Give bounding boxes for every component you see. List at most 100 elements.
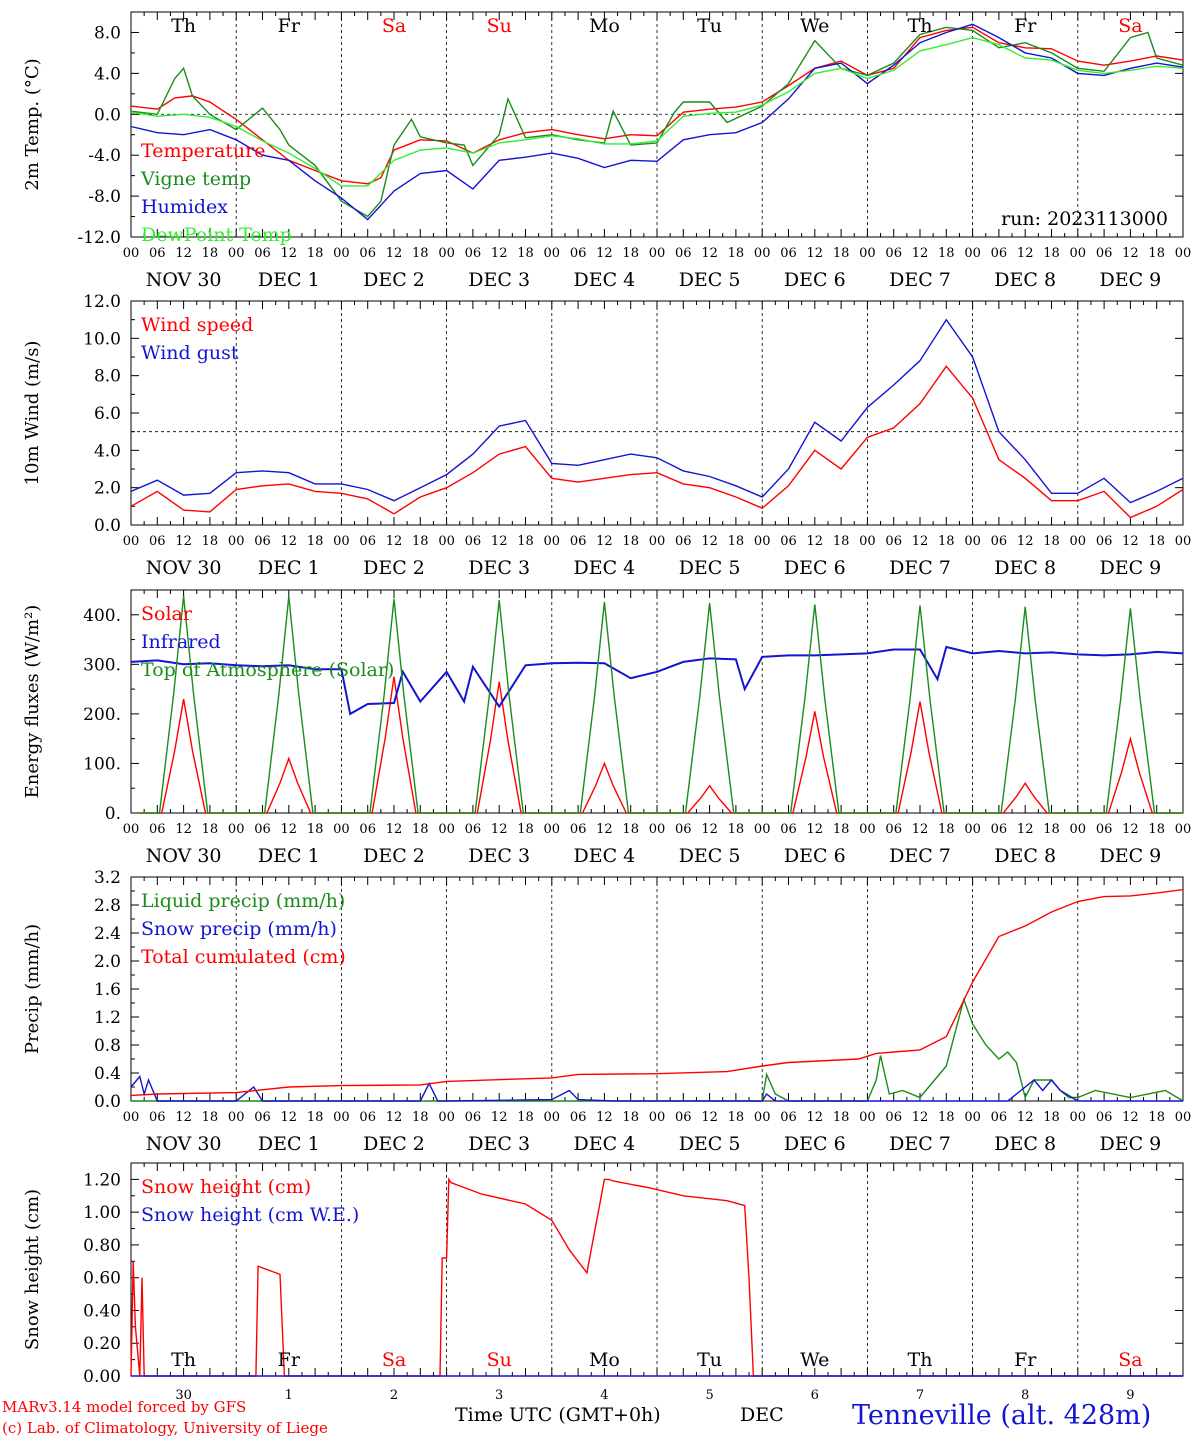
hour-tick-label: 18	[202, 534, 219, 549]
hour-tick-label: 06	[885, 246, 902, 261]
hour-tick-label: 18	[833, 1110, 850, 1125]
date-label: DEC 2	[363, 1133, 425, 1155]
plot-frame	[130, 11, 1184, 238]
day-number-label: 9	[1126, 1388, 1134, 1403]
hour-tick-label: 12	[386, 822, 403, 837]
hour-tick-label: 18	[938, 1110, 955, 1125]
hour-tick-label: 00	[544, 1110, 561, 1125]
hour-tick-label: 06	[149, 822, 166, 837]
hour-tick-label: 00	[228, 246, 245, 261]
hour-tick-label: 00	[859, 1110, 876, 1125]
hour-tick-label: 00	[859, 246, 876, 261]
date-label: DEC 5	[679, 845, 741, 867]
y-tick-label: 2.0	[94, 479, 121, 499]
series-line-solar	[139, 676, 1183, 814]
y-tick-label: 1.2	[94, 1008, 121, 1028]
series-line-wind-gust	[130, 318, 1184, 504]
hour-tick-label: 12	[701, 1110, 718, 1125]
y-tick-label: 0.60	[83, 1269, 121, 1289]
hour-tick-label: 12	[1017, 534, 1034, 549]
hour-tick-label: 00	[228, 1110, 245, 1125]
date-label: DEC 8	[994, 269, 1056, 291]
date-label: DEC 1	[258, 845, 320, 867]
day-name-label: Sa	[382, 15, 406, 37]
day-name-label: Fr	[278, 15, 301, 37]
hour-tick-label: 06	[1096, 246, 1113, 261]
hour-tick-label: 06	[359, 1110, 376, 1125]
hour-tick-label: 18	[202, 246, 219, 261]
y-tick-label: 10.0	[83, 329, 121, 349]
hour-tick-label: 12	[1122, 534, 1139, 549]
hour-tick-label: 00	[544, 534, 561, 549]
date-label: DEC 3	[468, 269, 530, 291]
hour-tick-label: 18	[833, 246, 850, 261]
hour-tick-label: 18	[622, 1110, 639, 1125]
hour-tick-label: 00	[228, 534, 245, 549]
hour-tick-label: 18	[1043, 534, 1060, 549]
y-tick-label: -8.0	[88, 187, 121, 207]
run-label: run: 2023113000	[1001, 208, 1168, 230]
y-tick-label: 1.00	[83, 1203, 121, 1223]
hour-tick-label: 00	[1070, 534, 1087, 549]
y-axis-label: Energy fluxes (W/m²)	[22, 605, 43, 799]
hour-tick-label: 06	[991, 534, 1008, 549]
hour-tick-label: 18	[1148, 534, 1165, 549]
day-name-label: Sa	[1118, 1349, 1142, 1371]
hour-tick-label: 18	[938, 534, 955, 549]
y-tick-label: -12.0	[77, 228, 121, 248]
y-tick-label: 8.0	[94, 367, 121, 387]
date-label: DEC 2	[363, 269, 425, 291]
y-axis-label: 10m Wind (m/s)	[22, 341, 43, 486]
hour-tick-label: 00	[859, 822, 876, 837]
day-name-label: Th	[171, 1349, 196, 1371]
series-line-total-cumulated-cm-	[130, 888, 1184, 1097]
hour-tick-label: 12	[807, 534, 824, 549]
series-line-snow-height-cm-	[130, 1177, 1183, 1377]
day-number-label: 30	[175, 1388, 192, 1403]
date-label: DEC 3	[468, 845, 530, 867]
hour-tick-label: 12	[701, 822, 718, 837]
panel-1	[130, 11, 1184, 238]
hour-tick-label: 12	[596, 246, 613, 261]
hour-tick-label: 12	[807, 246, 824, 261]
hour-tick-label: 18	[1043, 246, 1060, 261]
hour-tick-label: 06	[570, 534, 587, 549]
day-name-label: Tu	[697, 1349, 722, 1371]
legend-entry: DewPoint Temp	[141, 224, 292, 246]
hour-tick-label: 12	[491, 822, 508, 837]
day-name-label: Tu	[697, 15, 722, 37]
hour-tick-label: 18	[728, 246, 745, 261]
day-name-label: We	[800, 1349, 829, 1371]
day-number-label: 8	[1021, 1388, 1029, 1403]
hour-tick-label: 00	[438, 534, 455, 549]
hour-tick-label: 00	[964, 1110, 981, 1125]
hour-tick-label: 18	[412, 1110, 429, 1125]
hour-tick-label: 00	[333, 822, 350, 837]
series-line-infrared	[130, 645, 1184, 716]
hour-tick-label: 12	[912, 534, 929, 549]
plot-frame	[130, 300, 1184, 526]
day-name-label: Fr	[1014, 1349, 1037, 1371]
series-line-wind-speed	[130, 365, 1184, 519]
hour-tick-label: 12	[912, 246, 929, 261]
legend-entry: Wind speed	[141, 314, 253, 336]
panel-3	[130, 589, 1184, 814]
hour-tick-label: 18	[412, 822, 429, 837]
date-label: DEC 6	[784, 845, 846, 867]
hour-tick-label: 06	[465, 534, 482, 549]
day-number-label: 3	[495, 1388, 503, 1403]
hour-tick-label: 00	[1175, 534, 1192, 549]
hour-tick-label: 12	[175, 1110, 192, 1125]
hour-tick-label: 18	[307, 1110, 324, 1125]
hour-tick-label: 12	[175, 822, 192, 837]
hour-tick-label: 00	[964, 246, 981, 261]
date-label: DEC 9	[1100, 557, 1162, 579]
hour-tick-label: 00	[1175, 246, 1192, 261]
hour-tick-label: 00	[649, 822, 666, 837]
legend-entry: Snow height (cm)	[141, 1176, 311, 1198]
hour-tick-label: 18	[517, 534, 534, 549]
hour-tick-label: 00	[964, 822, 981, 837]
hour-tick-label: 00	[438, 1110, 455, 1125]
hour-tick-label: 12	[596, 534, 613, 549]
